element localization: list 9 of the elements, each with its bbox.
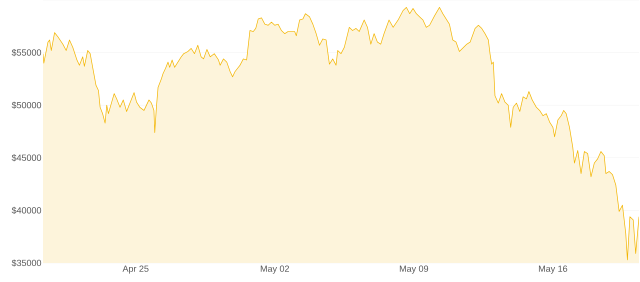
x-tick-label: May 09	[400, 266, 428, 274]
x-tick-label: May 16	[538, 266, 568, 274]
y-tick-label: $50000	[12, 102, 42, 109]
y-tick-label: $55000	[12, 48, 42, 56]
x-tick-label: Apr 25	[122, 266, 149, 274]
x-tick-label: May 02	[260, 266, 290, 274]
y-tick-label: $35000	[12, 259, 42, 267]
y-tick-label: $40000	[12, 206, 42, 214]
y-tick-label: $45000	[12, 154, 42, 162]
